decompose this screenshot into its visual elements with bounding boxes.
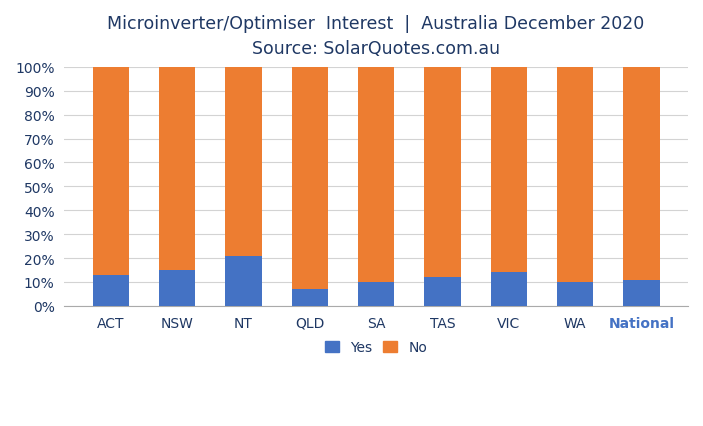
Bar (424, 277, 460, 306)
Bar (292, 289, 328, 306)
Bar (93, 68, 129, 275)
Bar (557, 282, 593, 306)
Bar (491, 68, 527, 273)
Title: Microinverter/Optimiser  Interest  |  Australia December 2020
Source: SolarQuote: Microinverter/Optimiser Interest | Austr… (108, 15, 645, 58)
Bar (159, 68, 195, 271)
Bar (424, 68, 460, 277)
Legend: Yes, No: Yes, No (321, 337, 432, 359)
Bar (159, 271, 195, 306)
Bar (557, 68, 593, 282)
Bar (225, 68, 262, 256)
Bar (292, 68, 328, 289)
Bar (358, 68, 394, 282)
Bar (491, 273, 527, 306)
Bar (225, 256, 262, 306)
Bar (623, 280, 659, 306)
Bar (623, 68, 659, 280)
Bar (93, 275, 129, 306)
Bar (358, 282, 394, 306)
